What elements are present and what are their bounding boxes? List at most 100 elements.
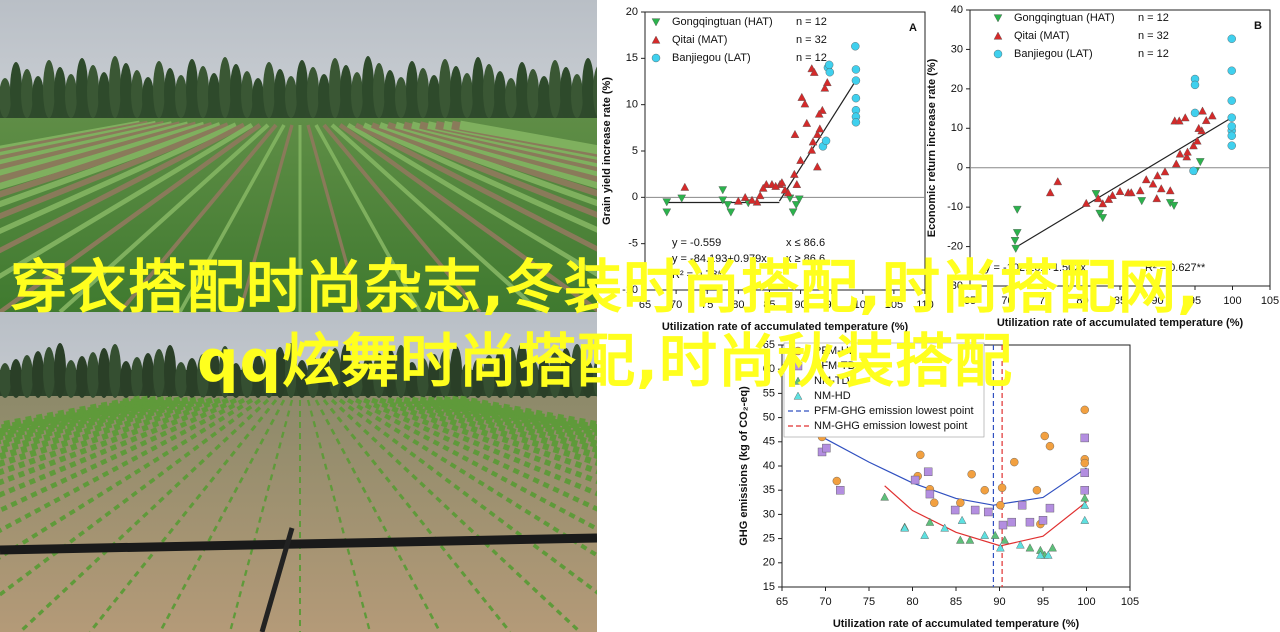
data-point bbox=[923, 467, 933, 477]
tree bbox=[175, 362, 187, 398]
legend-label: PFM-GHG emission lowest point bbox=[814, 405, 974, 417]
tree bbox=[450, 66, 462, 118]
data-point bbox=[755, 191, 765, 200]
x-tick-label: 95 bbox=[1189, 295, 1201, 307]
y-tick-label: -10 bbox=[947, 201, 963, 213]
data-point bbox=[1152, 194, 1162, 203]
tree bbox=[10, 62, 22, 118]
tree bbox=[494, 71, 506, 118]
tree bbox=[384, 70, 396, 118]
tree bbox=[285, 76, 297, 118]
data-point bbox=[1169, 201, 1179, 210]
y-tick-label: 40 bbox=[763, 460, 775, 472]
data-point bbox=[836, 486, 845, 495]
x-tick-label: 65 bbox=[964, 295, 976, 307]
data-point bbox=[1010, 237, 1020, 246]
x-tick-label: 75 bbox=[863, 596, 875, 608]
tree bbox=[560, 348, 572, 398]
legend-marker bbox=[793, 346, 803, 356]
legend-marker bbox=[793, 361, 803, 371]
data-point bbox=[789, 169, 799, 178]
equation: x ≥ 86.6 bbox=[786, 253, 825, 265]
y-tick-label: 20 bbox=[951, 83, 963, 95]
x-tick-label: 75 bbox=[1039, 295, 1051, 307]
crop-row bbox=[0, 121, 205, 190]
data-point bbox=[1017, 501, 1027, 510]
data-point bbox=[851, 42, 860, 51]
crop-row bbox=[330, 123, 542, 314]
crop-row bbox=[0, 121, 173, 168]
x-tick-label: 80 bbox=[906, 596, 918, 608]
data-point bbox=[1189, 166, 1198, 176]
legend-marker bbox=[793, 391, 803, 400]
tree bbox=[21, 69, 33, 118]
data-point bbox=[950, 505, 960, 515]
crop-row bbox=[306, 124, 362, 313]
data-point bbox=[821, 136, 831, 146]
data-point bbox=[1098, 199, 1108, 208]
tree bbox=[395, 345, 407, 398]
y-tick-label: 30 bbox=[951, 43, 963, 55]
tree bbox=[197, 354, 209, 398]
tree bbox=[516, 62, 528, 118]
tree bbox=[527, 360, 539, 398]
data-point bbox=[1080, 433, 1089, 443]
legend-marker bbox=[651, 18, 661, 27]
y-tick-label: 20 bbox=[763, 557, 775, 569]
tree bbox=[21, 355, 33, 398]
data-point bbox=[1165, 186, 1175, 195]
data-point bbox=[791, 201, 801, 210]
tree bbox=[43, 347, 55, 398]
tree bbox=[120, 63, 132, 118]
legend-marker bbox=[993, 31, 1003, 40]
data-point bbox=[990, 530, 1000, 539]
data-point bbox=[723, 201, 733, 210]
data-point bbox=[815, 124, 825, 133]
data-point bbox=[1040, 431, 1049, 441]
data-point bbox=[1012, 205, 1022, 214]
legend-marker bbox=[651, 35, 661, 44]
tree bbox=[428, 75, 440, 118]
data-point bbox=[916, 450, 925, 460]
x-tick-label: 90 bbox=[1151, 295, 1163, 307]
data-point bbox=[822, 78, 832, 87]
overlay-title: 穿衣搭配时尚杂志,冬装时尚搭配,时尚搭配网,qq炫舞时尚搭配,时尚秋装搭配 bbox=[9, 253, 1201, 395]
data-point bbox=[1153, 171, 1162, 180]
equation: y = -102.161+1.502x bbox=[985, 262, 1086, 274]
data-point bbox=[1081, 198, 1091, 207]
data-point bbox=[967, 470, 976, 479]
tree bbox=[516, 343, 528, 398]
y-tick-label: 5 bbox=[632, 145, 638, 157]
data-point bbox=[783, 188, 793, 197]
x-tick-label: 100 bbox=[1223, 295, 1241, 307]
tree bbox=[406, 362, 418, 398]
y-tick-label: 0 bbox=[957, 162, 963, 174]
data-point bbox=[970, 505, 980, 515]
data-point bbox=[965, 535, 975, 544]
tree bbox=[417, 358, 429, 398]
tree bbox=[263, 351, 275, 398]
data-point bbox=[910, 475, 920, 485]
data-point bbox=[1190, 108, 1200, 118]
crop-row bbox=[0, 121, 181, 173]
tree bbox=[582, 58, 594, 118]
tree bbox=[153, 349, 165, 398]
x-axis-label: Utilization rate of accumulated temperat… bbox=[662, 321, 909, 333]
tree bbox=[87, 352, 99, 398]
y-axis-label: Economic return increase rate (%) bbox=[926, 58, 938, 237]
x-tick-label: 85 bbox=[1114, 295, 1126, 307]
legend-n: n = 12 bbox=[796, 52, 827, 64]
data-point bbox=[1025, 517, 1035, 527]
x-tick-label: 90 bbox=[993, 596, 1005, 608]
crop-row bbox=[322, 399, 512, 632]
x-tick-label: 80 bbox=[1076, 295, 1088, 307]
legend-label: Qitai (MAT) bbox=[1014, 30, 1069, 42]
fit-line bbox=[884, 485, 1087, 547]
legend-label: NM-TD bbox=[814, 375, 849, 387]
data-point bbox=[1175, 149, 1185, 158]
tree bbox=[164, 345, 176, 398]
tree bbox=[461, 73, 473, 118]
tree bbox=[373, 63, 385, 118]
tree bbox=[549, 60, 561, 118]
